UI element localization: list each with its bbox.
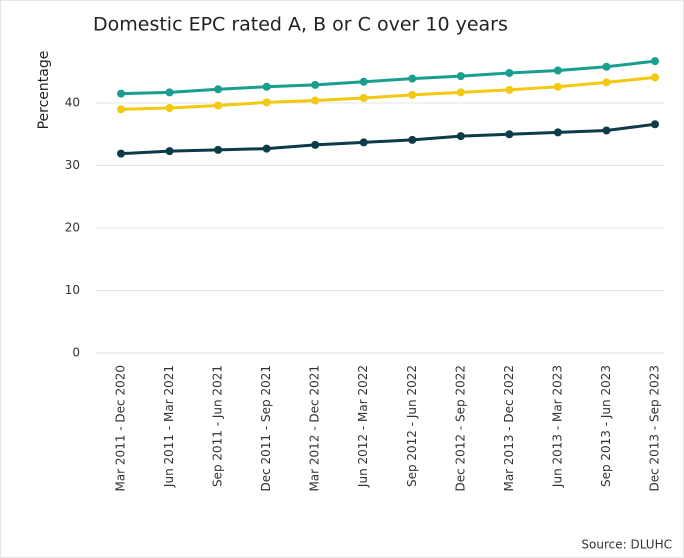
x-tick-label: Mar 2013 - Dec 2022 [502,365,516,492]
data-point [602,78,611,87]
x-tick-label: Sep 2011 - Jun 2021 [211,365,225,487]
data-point [262,144,271,153]
x-tick-label: Jun 2011 - Mar 2021 [162,365,176,488]
data-point [262,82,271,91]
data-point [408,74,417,83]
data-point [214,85,223,94]
x-tick-label: Dec 2012 - Sep 2022 [453,365,467,492]
data-point [505,85,514,94]
x-tick-label: Mar 2012 - Dec 2021 [308,365,322,492]
y-axis-label: Percentage [36,51,52,130]
data-point [651,120,659,129]
data-point [505,69,514,77]
y-tick-label: 0 [72,346,80,360]
data-point [456,88,465,97]
x-tick-label: Sep 2013 - Jun 2023 [599,365,613,487]
data-point [214,101,223,110]
y-tick-label: 40 [65,96,80,110]
data-point [214,145,223,154]
y-tick-label: 10 [65,283,80,297]
data-point [408,90,417,99]
data-point [553,82,562,91]
x-tick-label: Mar 2011 - Dec 2020 [114,365,128,492]
data-point [311,96,320,105]
data-point [165,104,174,112]
data-point [505,130,514,139]
data-point [359,77,368,86]
data-point [553,128,562,137]
data-point [359,138,368,147]
data-point [553,66,562,75]
data-point [602,62,611,71]
chart-title: Domestic EPC rated A, B or C over 10 yea… [93,14,508,36]
x-tick-label: Sep 2012 - Jun 2022 [405,365,419,487]
x-tick-label: Dec 2013 - Sep 2023 [648,365,662,492]
data-point [117,149,125,158]
data-point [602,126,611,135]
data-point [165,147,174,156]
data-point [262,98,271,107]
series-line [120,75,656,111]
x-tick-label: Jun 2013 - Mar 2023 [550,365,564,488]
data-point [117,105,125,114]
x-tick-label: Dec 2011 - Sep 2021 [259,365,273,492]
data-point [117,89,125,98]
y-tick-label: 20 [65,221,80,235]
series-line [120,59,656,96]
data-point [165,88,174,97]
data-point [408,135,417,144]
source: Source: DLUHC [581,538,672,552]
data-point [456,132,465,141]
y-tick-label: 30 [65,158,80,172]
data-point [456,72,465,81]
data-point [311,140,320,149]
data-point [651,57,659,66]
x-tick-label: Jun 2012 - Mar 2022 [356,365,370,488]
data-point [359,94,368,102]
series-line [120,122,656,156]
data-point [651,73,659,82]
data-point [311,80,320,89]
